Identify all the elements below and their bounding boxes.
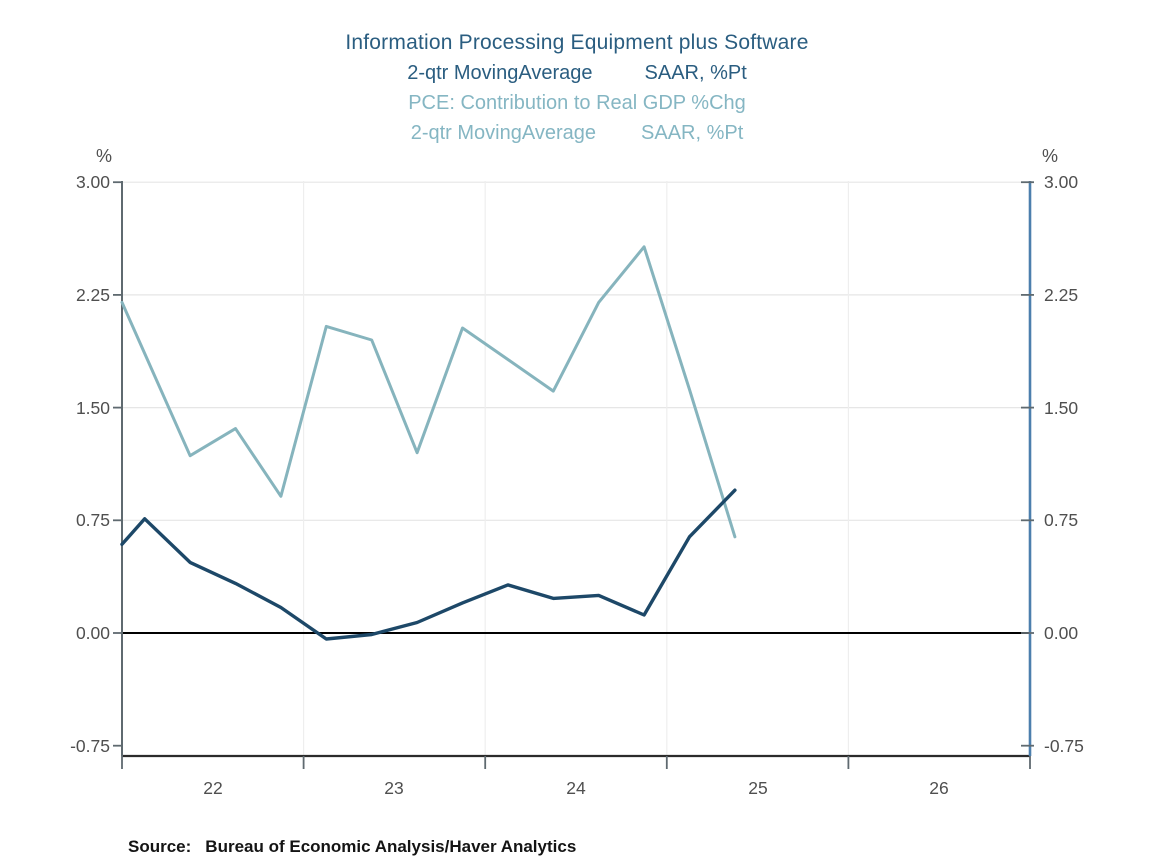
y-axis-tick-label-right: 0.75: [1044, 510, 1079, 530]
y-axis-tick-label-right: 0.00: [1044, 623, 1079, 643]
x-axis-tick-label: 23: [384, 778, 404, 798]
y-axis-tick-label-left: 1.50: [75, 398, 110, 418]
y-axis-tick-label-right: 2.25: [1044, 285, 1079, 305]
source-text: Bureau of Economic Analysis/Haver Analyt…: [205, 837, 577, 856]
chart-title-line2: 2-qtr MovingAverage SAAR, %Pt: [0, 58, 1154, 88]
chart-title-block: Information Processing Equipment plus So…: [0, 28, 1154, 148]
chart-subtitle-text: PCE: Contribution to Real GDP %Chg: [408, 92, 746, 114]
y-axis-tick-label-right: 1.50: [1044, 398, 1079, 418]
chart-title: Information Processing Equipment plus So…: [0, 28, 1154, 58]
x-axis-tick-label: 24: [566, 778, 586, 798]
y-axis-tick-label-left: -0.75: [70, 736, 110, 756]
subtitle-moving-average-label: 2-qtr MovingAverage: [410, 122, 597, 144]
y-axis-unit-left: %: [95, 146, 112, 166]
chart-title-text: Information Processing Equipment plus So…: [345, 31, 809, 54]
y-axis-tick-label-left: 3.00: [75, 172, 110, 192]
y-axis-unit-right: %: [1042, 146, 1059, 166]
y-axis-tick-label-left: 0.00: [75, 623, 110, 643]
chart-subtitle: PCE: Contribution to Real GDP %Chg: [0, 88, 1154, 118]
x-axis-tick-label: 26: [929, 778, 949, 798]
source-prefix: Source:: [128, 837, 192, 856]
y-axis-tick-label-left: 0.75: [75, 510, 110, 530]
title-moving-average-label: 2-qtr MovingAverage: [407, 62, 593, 84]
chart-subtitle-line2: 2-qtr MovingAverage SAAR, %Pt: [0, 118, 1154, 148]
source-line: Source: Bureau of Economic Analysis/Haver…: [128, 837, 576, 857]
y-axis-tick-label-right: -0.75: [1044, 736, 1084, 756]
subtitle-saar-label: SAAR, %Pt: [641, 122, 744, 144]
y-axis-tick-label-right: 3.00: [1044, 172, 1079, 192]
title-saar-label: SAAR, %Pt: [644, 62, 747, 84]
y-axis-tick-label-left: 2.25: [75, 285, 110, 305]
x-axis-tick-label: 22: [203, 778, 223, 798]
x-axis-tick-label: 25: [748, 778, 768, 798]
